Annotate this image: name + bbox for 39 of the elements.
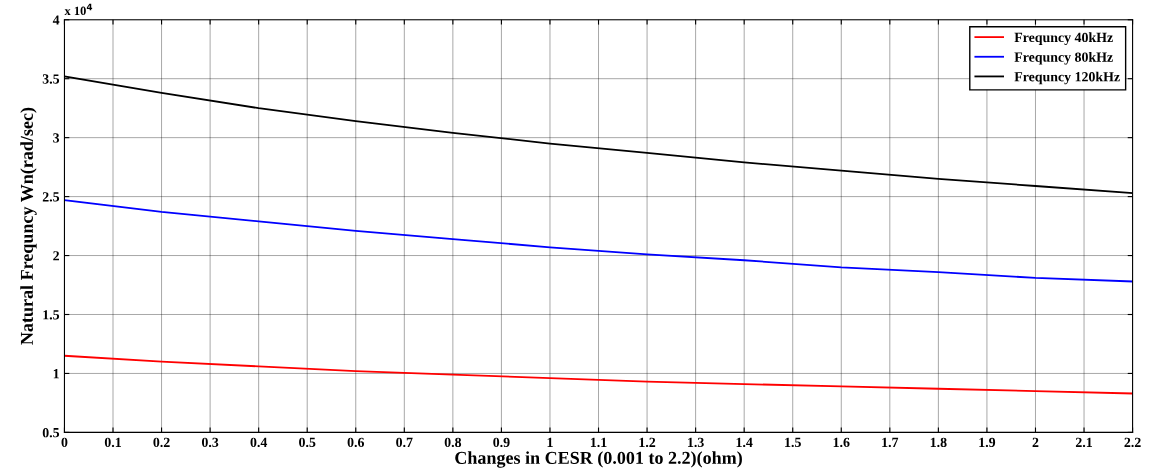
x-tick-label: 0.7 (396, 437, 413, 448)
x-axis-title: Changes in CESR (0.001 to 2.2)(ohm) (455, 451, 742, 468)
x-tick-label: 2.1 (1075, 437, 1092, 448)
y-tick-label: 3.5 (42, 74, 60, 84)
x-tick-label: 0.5 (299, 437, 316, 448)
x-tick-label: 0.2 (153, 437, 170, 448)
x-tick-label: 1.5 (785, 437, 801, 448)
x-tick-label: 2.2 (1124, 437, 1141, 448)
x-tick-label: 0.1 (104, 437, 121, 448)
x-tick-label: 1.6 (833, 437, 850, 448)
x-tick-label: 1.2 (639, 437, 656, 448)
x-tick-label: 1.8 (930, 437, 947, 448)
y-tick-label: 3 (53, 133, 60, 143)
x-tick-label: 0.6 (347, 437, 365, 448)
x-tick-label: 0.4 (250, 437, 268, 448)
line-series (64, 199, 1133, 283)
text: x 10$^{4}$ (64, 3, 93, 16)
y-tick-label: 4 (52, 15, 60, 25)
y-tick-label: 2.5 (42, 192, 60, 202)
x-tick-label: 1 (547, 437, 553, 447)
x-tick-label: 0.9 (493, 437, 510, 448)
legend-label: Frequncy 80kHz (1014, 51, 1113, 65)
legend-label: Frequncy 120kHz (1014, 71, 1120, 85)
x-tick-label: 1.1 (590, 437, 607, 448)
y-tick-label: 1 (53, 369, 59, 379)
x-tick-label: 0.3 (201, 437, 219, 448)
x-tick-label: 1.7 (882, 437, 899, 448)
x-tick-label: 1.9 (979, 437, 996, 448)
legend-label: Frequncy 40kHz (1014, 32, 1113, 45)
y-tick-label: 0.5 (42, 427, 60, 438)
x-tick-label: 1.3 (688, 437, 704, 448)
x-tick-label: 0.8 (444, 437, 462, 448)
x-tick-label: 1.4 (736, 437, 753, 448)
y-axis-title: Natural Frequncy Wn(rad/sec) (20, 107, 37, 345)
x-tick-label: 2 (1032, 437, 1039, 447)
x-tick-label: 0 (61, 437, 68, 448)
y-tick-label: 1.5 (43, 310, 60, 320)
y-tick-label: 2 (53, 251, 59, 261)
line-series (64, 354, 1133, 395)
